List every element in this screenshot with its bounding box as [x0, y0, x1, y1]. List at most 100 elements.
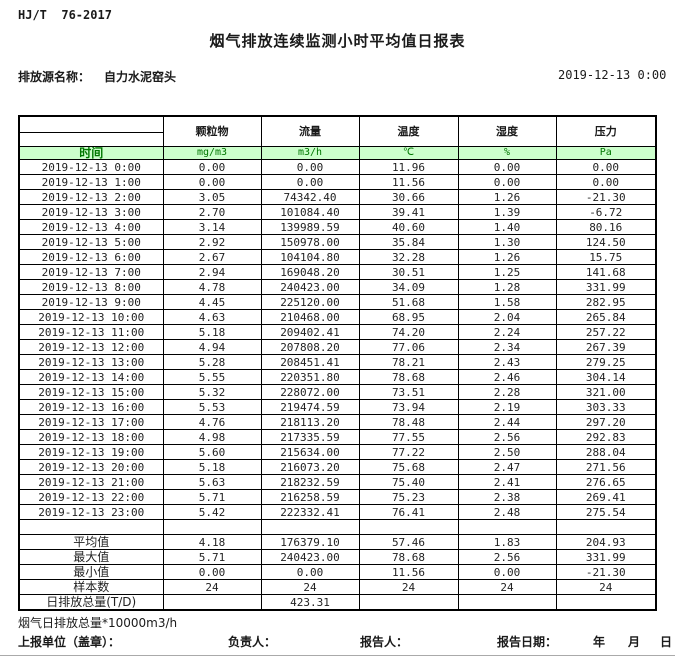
value-cell: 331.99	[555, 549, 657, 565]
data-row: 2019-12-13 10:00 4.63 210468.00 68.95 2.04 26…	[18, 309, 657, 325]
row-label-cell: 2019-12-13 11:00	[18, 324, 164, 340]
value-cell: 76.41	[358, 504, 459, 520]
row-label-cell: 2019-12-13 10:00	[18, 309, 164, 325]
value-cell: 297.20	[555, 414, 657, 430]
data-row: 2019-12-13 17:00 4.76 218113.20 78.48 2.44 29…	[18, 414, 657, 430]
value-cell: 304.14	[555, 369, 657, 385]
value-cell: 220351.80	[260, 369, 360, 385]
value-cell: 57.46	[358, 534, 459, 550]
flow-unit-note: 烟气日排放总量*10000m3/h	[18, 616, 178, 630]
year-label: 年	[593, 635, 606, 649]
value-cell: 24	[358, 579, 459, 595]
value-cell: 276.65	[555, 474, 657, 490]
value-cell: 423.31	[260, 594, 360, 611]
value-cell: 222332.41	[260, 504, 360, 520]
row-label-cell: 2019-12-13 4:00	[18, 219, 164, 235]
value-cell: 1.58	[457, 294, 557, 310]
value-cell: 209402.41	[260, 324, 360, 340]
data-row: 2019-12-13 18:00 4.98 217335.59 77.55 2.56 29…	[18, 429, 657, 445]
value-cell: 257.22	[555, 324, 657, 340]
row-label-cell: 2019-12-13 3:00	[18, 204, 164, 220]
value-cell: 2.56	[457, 429, 557, 445]
value-cell: 4.18	[162, 534, 262, 550]
value-cell: 77.22	[358, 444, 459, 460]
unit-cell: ℃	[358, 146, 459, 160]
value-cell: 139989.59	[260, 219, 360, 235]
value-cell: 2.56	[457, 549, 557, 565]
column-header: 压力	[555, 115, 657, 147]
unit-cell: mg/m3	[162, 146, 262, 160]
data-row: 2019-12-13 20:00 5.18 216073.20 75.68 2.47 27…	[18, 459, 657, 475]
value-cell: 5.53	[162, 399, 262, 415]
data-row: 2019-12-13 0:00 0.00 0.00 11.96 0.00 0.00	[18, 159, 657, 175]
value-cell: 1.25	[457, 264, 557, 280]
value-cell	[457, 594, 557, 611]
value-cell: 0.00	[457, 564, 557, 580]
value-cell	[260, 519, 360, 535]
value-cell: 218232.59	[260, 474, 360, 490]
summary-row: 平均值 4.18 176379.10 57.46 1.83 204.93	[18, 534, 657, 550]
value-cell: 2.46	[457, 369, 557, 385]
value-cell: 1.26	[457, 249, 557, 265]
row-label-cell: 2019-12-13 0:00	[18, 159, 164, 175]
value-cell: 73.94	[358, 399, 459, 415]
value-cell: 240423.00	[260, 549, 360, 565]
value-cell: 3.14	[162, 219, 262, 235]
data-row: 2019-12-13 5:00 2.92 150978.00 35.84 1.30 124…	[18, 234, 657, 250]
value-cell: 208451.41	[260, 354, 360, 370]
value-cell: 4.45	[162, 294, 262, 310]
value-cell: 303.33	[555, 399, 657, 415]
month-label: 月	[628, 635, 641, 649]
value-cell: 5.71	[162, 489, 262, 505]
value-cell: 275.54	[555, 504, 657, 520]
row-label-cell: 最大值	[18, 549, 164, 565]
value-cell: 2.19	[457, 399, 557, 415]
report-datetime: 2019-12-13 0:00	[558, 68, 667, 82]
value-cell: 267.39	[555, 339, 657, 355]
value-cell: 219474.59	[260, 399, 360, 415]
data-row: 2019-12-13 15:00 5.32 228072.00 73.51 2.28 32…	[18, 384, 657, 400]
value-cell: 5.32	[162, 384, 262, 400]
value-cell: 104104.80	[260, 249, 360, 265]
value-cell: 204.93	[555, 534, 657, 550]
value-cell: 78.68	[358, 369, 459, 385]
row-label-cell: 2019-12-13 7:00	[18, 264, 164, 280]
value-cell: 24	[555, 579, 657, 595]
value-cell	[162, 594, 262, 611]
row-label-cell: 2019-12-13 22:00	[18, 489, 164, 505]
data-row: 2019-12-13 13:00 5.28 208451.41 78.21 2.43 27…	[18, 354, 657, 370]
column-header: 流量	[260, 115, 360, 147]
day-label: 日	[660, 635, 673, 649]
value-cell	[162, 519, 262, 535]
data-row: 2019-12-13 11:00 5.18 209402.41 74.20 2.24 25…	[18, 324, 657, 340]
value-cell: 225120.00	[260, 294, 360, 310]
value-cell: 2.41	[457, 474, 557, 490]
value-cell: 292.83	[555, 429, 657, 445]
value-cell: 288.04	[555, 444, 657, 460]
value-cell: 2.24	[457, 324, 557, 340]
value-cell: 5.42	[162, 504, 262, 520]
data-row: 2019-12-13 22:00 5.71 216258.59 75.23 2.38 26…	[18, 489, 657, 505]
value-cell: 11.96	[358, 159, 459, 175]
value-cell: 2.67	[162, 249, 262, 265]
summary-row: 最大值 5.71 240423.00 78.68 2.56 331.99	[18, 549, 657, 565]
page-title: 烟气排放连续监测小时平均值日报表	[209, 32, 466, 50]
value-cell: 218113.20	[260, 414, 360, 430]
unit-cell: m3/h	[260, 146, 360, 160]
value-cell: 2.43	[457, 354, 557, 370]
standard-number: HJ/T 76-2017	[18, 8, 112, 22]
value-cell: 5.18	[162, 459, 262, 475]
data-row: 2019-12-13 7:00 2.94 169048.20 30.51 1.25 141…	[18, 264, 657, 280]
row-label-cell: 2019-12-13 15:00	[18, 384, 164, 400]
table-header: 颗粒物 流量 温度 湿度 压力 时间 mg/m3 m3/h ℃ % Pa	[18, 115, 657, 160]
value-cell: 0.00	[260, 159, 360, 175]
row-label-cell: 2019-12-13 13:00	[18, 354, 164, 370]
value-cell: 1.28	[457, 279, 557, 295]
header-row-top: 颗粒物 流量 温度 湿度 压力	[18, 115, 657, 147]
value-cell: 77.06	[358, 339, 459, 355]
value-cell: 30.51	[358, 264, 459, 280]
value-cell: 215634.00	[260, 444, 360, 460]
value-cell: 2.92	[162, 234, 262, 250]
value-cell: 75.40	[358, 474, 459, 490]
data-row: 2019-12-13 21:00 5.63 218232.59 75.40 2.41 27…	[18, 474, 657, 490]
